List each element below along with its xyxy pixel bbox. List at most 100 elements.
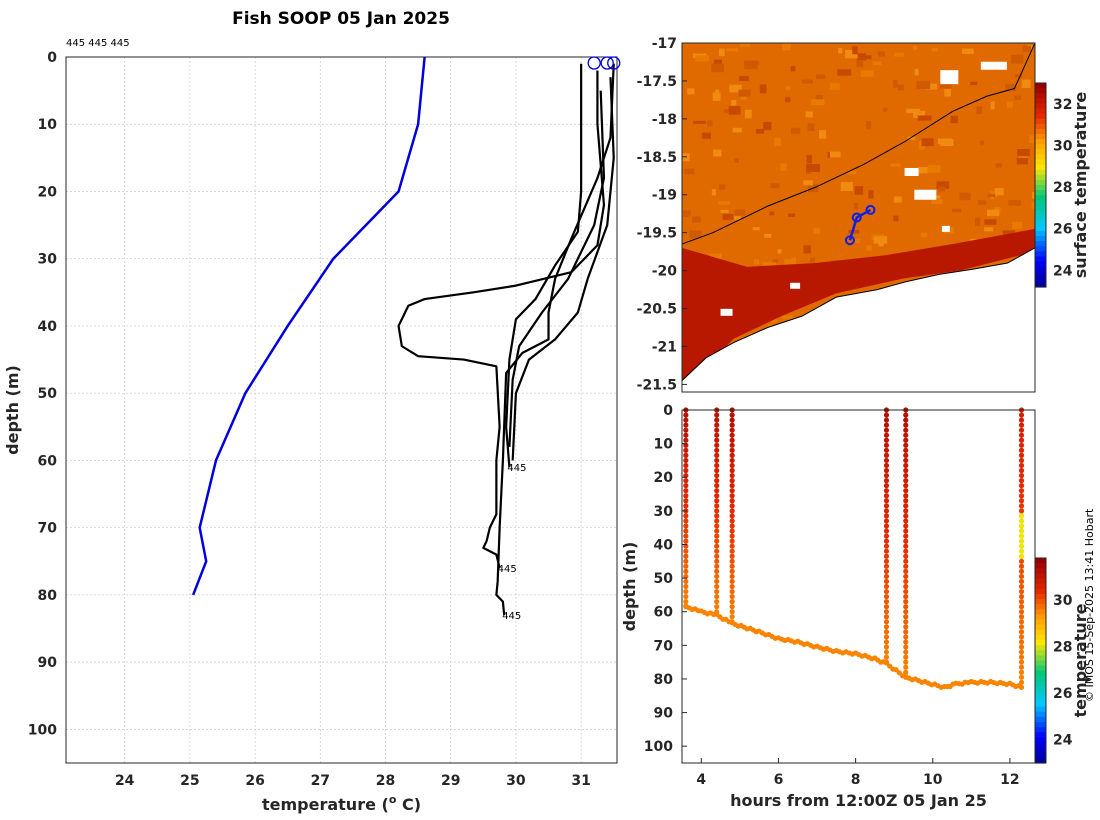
sst-cell <box>746 61 760 65</box>
sst-cell <box>713 59 722 67</box>
x-tick-label: 25 <box>180 773 199 789</box>
cast-sample <box>903 452 909 458</box>
cast-sample <box>714 583 720 590</box>
cast-sample <box>903 553 909 559</box>
cloud-gap <box>914 189 937 200</box>
cast-sample <box>903 558 909 564</box>
x-tick-label: 8 <box>851 772 861 788</box>
cast-sample <box>683 553 689 559</box>
sst-cell <box>913 45 918 50</box>
colorbar-segment <box>1035 665 1046 672</box>
cast-sample <box>883 478 890 484</box>
cast-sample <box>883 599 890 605</box>
coastline <box>682 247 1035 381</box>
x-tick-label: 27 <box>311 773 330 789</box>
cast-sample <box>903 508 909 514</box>
sst-cell <box>728 106 741 115</box>
cast-sample <box>729 437 735 443</box>
colorbar-segment <box>1035 205 1046 212</box>
colorbar-segment <box>1035 563 1046 569</box>
cast-sample <box>1018 664 1025 670</box>
y-tick-label: 70 <box>38 521 58 537</box>
sst-cell <box>925 83 938 90</box>
cast-sample <box>903 604 909 610</box>
cast-sample <box>729 588 735 595</box>
cast-sample <box>1018 588 1025 595</box>
colorbar-segment <box>1035 103 1046 110</box>
temperature-section-chart: 0 10 20 30 40 50 60 70 80 90 100 4 6 8 10 12 hours from … <box>620 403 1090 810</box>
cast-sample <box>903 669 909 675</box>
colorbar-tick-label: 30 <box>1053 138 1073 154</box>
cast-sample <box>714 568 720 574</box>
colorbar-segment <box>1035 593 1046 600</box>
cast-sample <box>1018 442 1025 448</box>
cast-sample <box>714 558 720 564</box>
sst-cell <box>937 138 952 145</box>
cast-sample <box>714 442 720 448</box>
cast-sample <box>729 457 735 464</box>
cast-sample <box>1018 427 1025 433</box>
cast-sample <box>1018 593 1025 600</box>
sst-cell <box>872 61 882 66</box>
sst-cell <box>733 157 740 163</box>
sst-cell <box>877 51 885 57</box>
cast-sample <box>683 478 689 484</box>
sst-cell <box>994 188 1004 196</box>
sst-cell <box>734 216 742 221</box>
cast-sample <box>1018 432 1025 438</box>
cast-sample <box>714 467 720 474</box>
cast-sample <box>714 432 720 438</box>
sst-cell <box>738 89 751 97</box>
sst-cell <box>774 137 781 147</box>
sst-cell <box>921 138 934 147</box>
cast-sample <box>883 508 890 514</box>
sst-cell <box>852 46 858 55</box>
cast-sample <box>683 483 689 489</box>
cast-sample <box>729 447 735 453</box>
cloud-gap <box>980 61 1007 70</box>
x-axis-label: temperature (o C) <box>262 793 421 814</box>
colorbar-segment <box>1035 614 1046 621</box>
profile-label: 445 <box>498 564 517 575</box>
colorbar-segment <box>1035 619 1046 626</box>
cast-sample <box>903 543 909 549</box>
cast-sample <box>903 624 909 630</box>
isobath-line <box>682 43 1035 245</box>
cast-sample <box>1018 609 1025 615</box>
colorbar-segment <box>1035 640 1046 646</box>
cast-sample <box>903 609 909 615</box>
cast-sample <box>683 533 689 539</box>
sst-cell <box>695 55 710 62</box>
cast-sample <box>729 478 735 484</box>
cast-sample <box>1018 483 1025 489</box>
cast-sample <box>903 538 909 544</box>
colorbar-segment <box>1035 164 1046 171</box>
colorbar-segment <box>1035 686 1046 692</box>
map-field <box>682 43 1035 392</box>
cast-sample <box>883 568 890 574</box>
sst-cell <box>984 219 997 225</box>
sst-cell <box>1016 157 1028 165</box>
cast-sample <box>903 447 909 453</box>
cast-sample <box>903 528 909 534</box>
colorbar-tick-label: 26 <box>1053 222 1072 238</box>
cast-sample <box>714 513 720 519</box>
sst-cell <box>931 199 943 205</box>
colorbar-segment <box>1035 271 1046 278</box>
cast-sample <box>1018 508 1025 514</box>
cast-sample <box>1018 614 1025 620</box>
cast-sample <box>729 528 735 534</box>
x-axis-label: hours from 12:00Z 05 Jan 25 <box>730 791 987 810</box>
colorbar-segment <box>1035 195 1046 201</box>
sst-cell <box>856 61 864 68</box>
cast-sample <box>903 573 909 580</box>
sst-cell <box>803 245 811 254</box>
cast-sample <box>883 493 890 499</box>
cast-sample <box>714 437 720 443</box>
colorbar-segment <box>1035 276 1046 283</box>
sst-cell <box>772 259 779 263</box>
sst-cell <box>1008 200 1022 206</box>
cast-sample <box>883 442 890 448</box>
cast-sample <box>683 427 689 433</box>
cast-sample <box>683 412 689 418</box>
